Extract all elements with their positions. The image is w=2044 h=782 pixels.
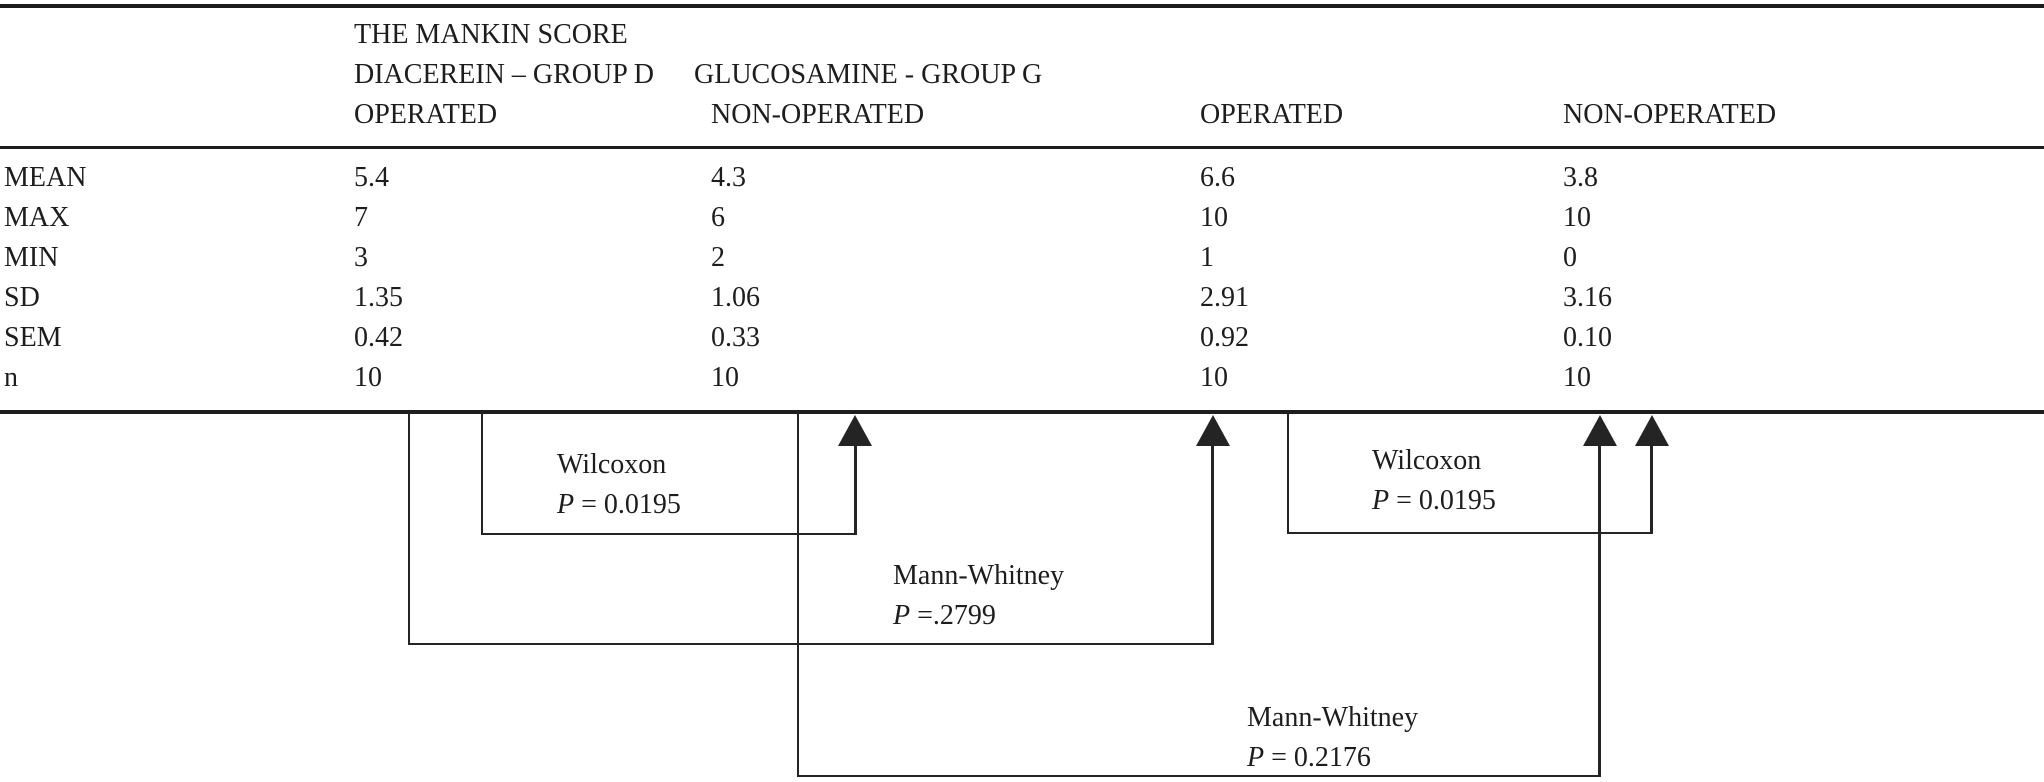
group-d-header: DIACEREIN – GROUP D <box>354 59 654 90</box>
wilcoxon-right-up-arrow-icon <box>1635 415 1669 446</box>
test-name: Mann-Whitney <box>1247 702 1419 733</box>
wilcoxon-left-bottom-line <box>481 533 857 535</box>
mw-mid-bottom-line <box>408 643 1214 645</box>
header-rule <box>0 146 2044 149</box>
cell: 10 <box>711 362 739 393</box>
mw-mid-label: Mann-Whitney P =.2799 <box>893 556 1064 636</box>
col-header-g-non-operated: NON-OPERATED <box>1563 99 1777 130</box>
top-rule <box>0 4 2044 8</box>
test-name: Wilcoxon <box>557 449 667 480</box>
mw-mid-arrow-shaft <box>1211 443 1214 645</box>
cell: 10 <box>1200 202 1228 233</box>
mw-bottom-bottom-line <box>797 775 1601 777</box>
cell: 6 <box>711 202 725 233</box>
table-row-n: n 10 10 10 10 <box>0 362 2044 394</box>
wilcoxon-right-label: Wilcoxon P = 0.0195 <box>1372 441 1496 521</box>
cell: 10 <box>1563 202 1591 233</box>
col-header-d-operated: OPERATED <box>354 99 498 130</box>
cell: 2.91 <box>1200 282 1249 313</box>
group-g-header: GLUCOSAMINE - GROUP G <box>694 59 1043 90</box>
cell: 1.06 <box>711 282 760 313</box>
p-value-line: P =.2799 <box>893 596 1064 636</box>
mw-bottom-arrow-shaft <box>1598 443 1601 777</box>
cell: 10 <box>354 362 382 393</box>
test-name: Wilcoxon <box>1372 445 1482 476</box>
table-row-min: MIN 3 2 1 0 <box>0 242 2044 274</box>
p-value: = 0.0195 <box>574 489 681 520</box>
p-symbol: P <box>893 600 911 631</box>
cell: 10 <box>1200 362 1228 393</box>
wilcoxon-left-left-line <box>481 413 483 535</box>
cell: 0.42 <box>354 322 403 353</box>
wilcoxon-left-up-arrow-icon <box>838 415 872 446</box>
table-row-max: MAX 7 6 10 10 <box>0 202 2044 234</box>
mw-mid-up-arrow-icon <box>1196 415 1230 446</box>
cell: 0.92 <box>1200 322 1249 353</box>
wilcoxon-left-arrow-shaft <box>854 443 857 535</box>
test-name: Mann-Whitney <box>893 560 1065 591</box>
cell: 0.10 <box>1563 322 1612 353</box>
row-label: MIN <box>4 242 59 273</box>
cell: 2 <box>711 242 725 273</box>
p-value-line: P = 0.2176 <box>1247 738 1418 778</box>
row-label: SEM <box>4 322 62 353</box>
cell: 6.6 <box>1200 162 1235 193</box>
row-label: n <box>4 362 18 393</box>
wilcoxon-right-bottom-line <box>1287 532 1653 534</box>
mw-bottom-up-arrow-icon <box>1583 415 1617 446</box>
cell: 1.35 <box>354 282 403 313</box>
col-header-g-operated: OPERATED <box>1200 99 1344 130</box>
p-value-line: P = 0.0195 <box>557 485 681 525</box>
p-symbol: P <box>557 489 575 520</box>
cell: 5.4 <box>354 162 389 193</box>
p-symbol: P <box>1247 742 1265 773</box>
cell: 3.8 <box>1563 162 1598 193</box>
mw-mid-left-line <box>408 413 410 645</box>
p-value-line: P = 0.0195 <box>1372 481 1496 521</box>
table-row-mean: MEAN 5.4 4.3 6.6 3.8 <box>0 162 2044 194</box>
cell: 4.3 <box>711 162 746 193</box>
cell: 0.33 <box>711 322 760 353</box>
row-label: SD <box>4 282 40 313</box>
bottom-rule <box>0 410 2044 414</box>
cell: 3 <box>354 242 368 273</box>
mw-bottom-left-line <box>797 413 799 777</box>
cell: 0 <box>1563 242 1577 273</box>
mw-bottom-label: Mann-Whitney P = 0.2176 <box>1247 698 1418 778</box>
table-row-sd: SD 1.35 1.06 2.91 3.16 <box>0 282 2044 314</box>
cell: 3.16 <box>1563 282 1612 313</box>
row-label: MAX <box>4 202 70 233</box>
p-value: = 0.2176 <box>1264 742 1371 773</box>
figure-title: THE MANKIN SCORE <box>354 19 628 50</box>
p-value: =.2799 <box>910 600 996 631</box>
col-header-d-non-operated: NON-OPERATED <box>711 99 925 130</box>
cell: 1 <box>1200 242 1214 273</box>
row-label: MEAN <box>4 162 87 193</box>
p-symbol: P <box>1372 485 1390 516</box>
cell: 10 <box>1563 362 1591 393</box>
wilcoxon-right-arrow-shaft <box>1650 443 1653 534</box>
wilcoxon-right-left-line <box>1287 413 1289 534</box>
cell: 7 <box>354 202 368 233</box>
p-value: = 0.0195 <box>1389 485 1496 516</box>
wilcoxon-left-label: Wilcoxon P = 0.0195 <box>557 445 681 525</box>
table-row-sem: SEM 0.42 0.33 0.92 0.10 <box>0 322 2044 354</box>
